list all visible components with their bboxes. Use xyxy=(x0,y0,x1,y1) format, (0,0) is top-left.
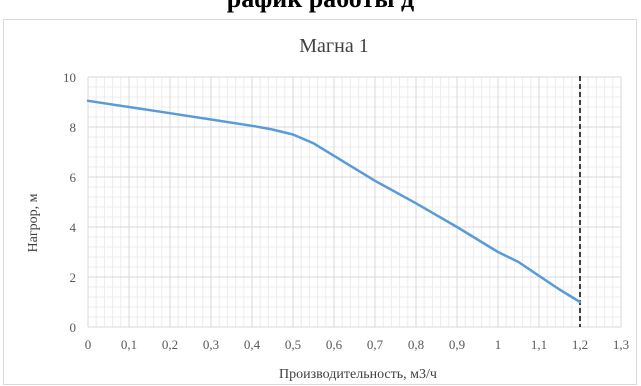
x-tick-label: 0,6 xyxy=(326,337,343,352)
x-tick-label: 0,2 xyxy=(162,337,178,352)
chart-frame: 0 0,1 0,2 0,3 0,4 0,5 0,6 0,7 0,8 0,9 1 1,1 1,2 1,3 0… xyxy=(3,19,637,385)
page-heading: рафик работы д xyxy=(0,0,641,14)
x-tick-label: 0,3 xyxy=(203,337,219,352)
series-line xyxy=(86,99,582,304)
series-group xyxy=(86,99,582,304)
x-tick-label: 1,1 xyxy=(531,337,547,352)
x-tick-label: 1 xyxy=(495,337,502,352)
x-tick-label: 0,7 xyxy=(367,337,384,352)
chart-svg: 0 0,1 0,2 0,3 0,4 0,5 0,6 0,7 0,8 0,9 1 1,1 1,2 1,3 0… xyxy=(26,35,629,382)
x-tick-label: 1,2 xyxy=(572,337,588,352)
y-tick-label: 10 xyxy=(63,70,76,85)
y-tick-label: 6 xyxy=(70,170,77,185)
major-grid xyxy=(87,76,622,328)
y-tick-label: 4 xyxy=(70,220,77,235)
y-tick-label: 0 xyxy=(70,320,77,335)
x-tick-label: 0,5 xyxy=(285,337,301,352)
x-tick-label: 0,8 xyxy=(408,337,424,352)
y-tick-label: 2 xyxy=(70,270,77,285)
x-tick-label: 1,3 xyxy=(613,337,629,352)
chart-title: Магна 1 xyxy=(299,35,368,57)
x-axis-label: Производительность, м3/ч xyxy=(279,367,437,382)
x-tick-label: 0,4 xyxy=(244,337,261,352)
y-tick-labels: 0 2 4 6 8 10 xyxy=(63,70,77,335)
minor-grid xyxy=(88,77,621,327)
y-tick-label: 8 xyxy=(70,120,77,135)
x-tick-label: 0,1 xyxy=(121,337,137,352)
x-tick-labels: 0 0,1 0,2 0,3 0,4 0,5 0,6 0,7 0,8 0,9 1 1,1 1,2 1,3 xyxy=(85,337,629,352)
y-axis-label: Нагрор, м xyxy=(26,193,41,252)
x-tick-label: 0,9 xyxy=(449,337,465,352)
x-tick-label: 0 xyxy=(85,337,92,352)
